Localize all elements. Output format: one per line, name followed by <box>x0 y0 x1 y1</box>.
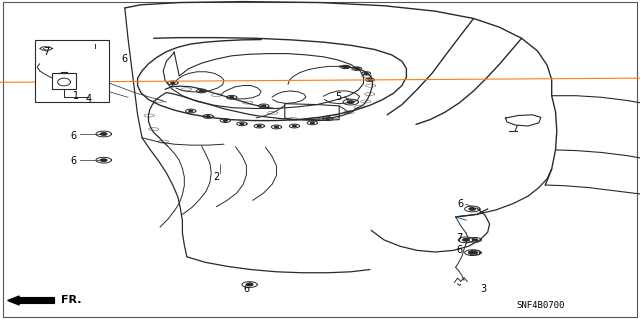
Polygon shape <box>92 50 98 52</box>
Polygon shape <box>506 115 541 126</box>
Polygon shape <box>364 73 368 74</box>
Text: 4: 4 <box>85 94 92 104</box>
Polygon shape <box>344 66 348 68</box>
Text: 6: 6 <box>70 130 77 141</box>
Text: 5: 5 <box>335 92 341 102</box>
Polygon shape <box>472 252 477 254</box>
Polygon shape <box>355 68 359 69</box>
Polygon shape <box>246 283 253 286</box>
Text: 2: 2 <box>213 172 220 182</box>
Polygon shape <box>326 118 330 119</box>
Text: SNF4B0700: SNF4B0700 <box>516 301 565 310</box>
Polygon shape <box>463 239 469 241</box>
Bar <box>35 40 109 102</box>
Polygon shape <box>223 120 227 121</box>
Polygon shape <box>348 101 354 103</box>
Text: 7: 7 <box>43 47 49 57</box>
FancyArrow shape <box>8 296 54 305</box>
Polygon shape <box>200 90 204 92</box>
Text: 6: 6 <box>122 54 128 64</box>
Text: FR.: FR. <box>61 295 81 306</box>
Polygon shape <box>100 133 107 135</box>
Text: 6: 6 <box>70 156 77 166</box>
Polygon shape <box>310 122 314 123</box>
Polygon shape <box>189 110 193 112</box>
Polygon shape <box>100 159 107 161</box>
Polygon shape <box>292 125 296 127</box>
Polygon shape <box>240 123 244 124</box>
Polygon shape <box>469 251 476 254</box>
Polygon shape <box>230 97 234 98</box>
Polygon shape <box>206 116 210 117</box>
Polygon shape <box>368 79 372 80</box>
Text: 6: 6 <box>456 245 463 256</box>
Polygon shape <box>469 208 476 210</box>
Text: 3: 3 <box>480 284 486 294</box>
Polygon shape <box>262 105 266 107</box>
Text: 7: 7 <box>456 233 463 243</box>
Polygon shape <box>275 126 278 128</box>
Polygon shape <box>472 239 477 241</box>
Polygon shape <box>257 125 261 127</box>
Polygon shape <box>171 82 175 84</box>
Text: 6: 6 <box>458 199 464 209</box>
Polygon shape <box>44 48 49 49</box>
Text: 6: 6 <box>243 284 250 294</box>
Text: 1: 1 <box>72 91 79 101</box>
